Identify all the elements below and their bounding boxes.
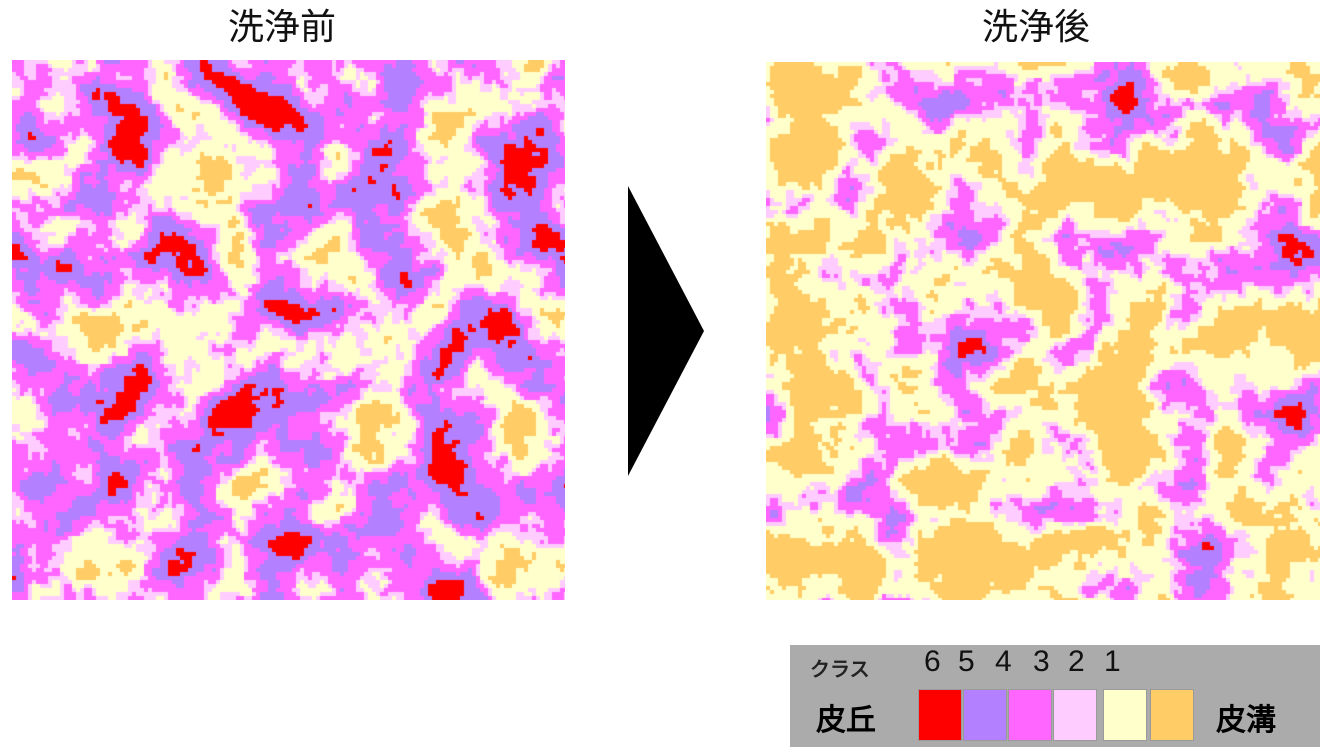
legend-class-number: 2	[1068, 645, 1085, 678]
before-wash-skin-texture-map	[12, 60, 565, 600]
legend-class-number: 1	[1104, 645, 1121, 678]
legend-swatch-class-5	[963, 689, 1007, 741]
legend-right-label: 皮溝	[1216, 703, 1276, 738]
legend-class-number: 3	[1033, 645, 1050, 678]
legend-swatch-class-6	[918, 689, 962, 741]
legend-swatch-class-1	[1150, 689, 1194, 741]
legend-swatch-class-3	[1053, 689, 1097, 741]
legend-class-number: 5	[958, 645, 975, 678]
before-title: 洗浄前	[228, 7, 337, 48]
after-wash-skin-texture-map	[766, 62, 1320, 600]
legend-swatch-class-2	[1103, 689, 1147, 741]
legend-class-number: 6	[924, 645, 941, 678]
legend-class-number: 4	[995, 645, 1012, 678]
after-title: 洗浄後	[982, 7, 1091, 48]
legend-swatch-class-4	[1008, 689, 1052, 741]
right-arrow-icon	[628, 186, 704, 476]
legend-title: クラス	[810, 657, 870, 681]
legend-left-label: 皮丘	[816, 703, 876, 738]
